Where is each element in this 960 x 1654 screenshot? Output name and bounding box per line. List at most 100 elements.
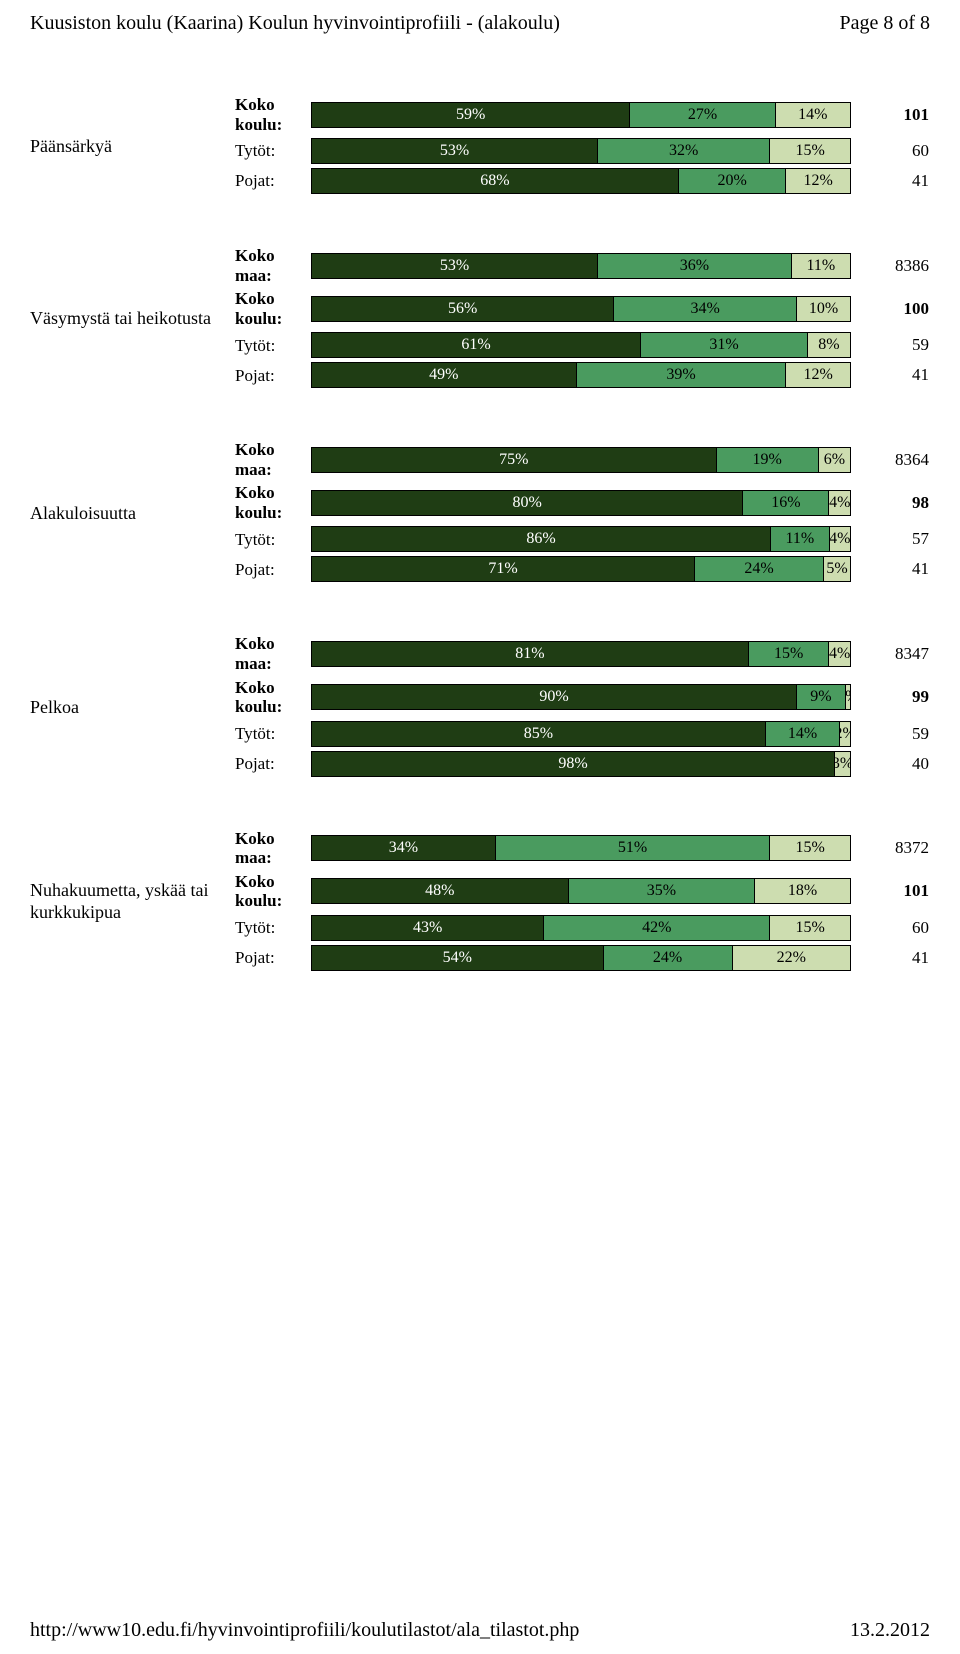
bar-segment: 15% [748,642,829,666]
stacked-bar: 61%31%8% [311,332,851,358]
bar-row: Pojat:54%24%22%41 [235,945,930,971]
bar-row: Tytöt:86%11%4%57 [235,526,930,552]
bar-segment: 9% [796,685,844,709]
stacked-bar: 98%3% [311,751,851,777]
rows-container: Koko maa:75%19%6%8364 Koko koulu:80%16%4%… [235,440,930,586]
bar-segment: 12% [785,169,850,193]
category-label: Päänsärkyä [30,136,235,158]
category-label: Nuhakuumetta, yskää tai kurkkukipua [30,880,235,923]
row-label: Tytöt: [235,336,311,356]
bar-wrap: 61%31%8% [311,332,851,358]
bar-row: Pojat:98%3%40 [235,751,930,777]
row-label: Pojat: [235,171,311,191]
stacked-bar: 43%42%15% [311,915,851,941]
bar-row: Tytöt:61%31%8%59 [235,332,930,358]
bar-segment: 1% [845,685,850,709]
row-total: 40 [851,754,929,774]
bar-segment: 10% [796,297,850,321]
row-label: Tytöt: [235,918,311,938]
row-label: Koko maa: [235,829,311,868]
stacked-bar: 75%19%6% [311,447,851,473]
chart-section: Nuhakuumetta, yskää tai kurkkukipuaKoko … [30,829,930,975]
bar-segment: 42% [543,916,769,940]
bar-segment: 34% [613,297,796,321]
bar-row: Koko koulu:59%27%14%101 [235,95,930,134]
stacked-bar: 59%27%14% [311,102,851,128]
bar-row: Koko koulu:56%34%10%100 [235,289,930,328]
bar-segment: 90% [312,685,796,709]
bar-segment: 49% [312,363,576,387]
bar-segment: 16% [742,491,828,515]
row-total: 8347 [851,644,929,664]
bar-wrap: 43%42%15% [311,915,851,941]
bar-segment: 56% [312,297,613,321]
bar-segment: 24% [603,946,732,970]
bar-segment: 4% [829,527,850,551]
bar-segment: 11% [791,254,850,278]
stacked-bar: 49%39%12% [311,362,851,388]
row-total: 60 [851,918,929,938]
row-total: 8372 [851,838,929,858]
rows-container: Koko maa:81%15%4%8347Koko koulu:90%9%1%9… [235,634,930,780]
page: Kuusiston koulu (Kaarina) Koulun hyvinvo… [0,0,960,1654]
bar-segment: 36% [597,254,791,278]
row-label: Pojat: [235,366,311,386]
bar-row: Koko koulu:90%9%1%99 [235,678,930,717]
bar-row: Koko maa:53%36%11%8386 [235,246,930,285]
row-label: Koko koulu: [235,289,311,328]
row-total: 8364 [851,450,929,470]
row-total: 41 [851,171,929,191]
bar-segment: 27% [629,103,774,127]
row-label: Koko koulu: [235,678,311,717]
bar-segment: 15% [769,139,850,163]
row-label: Pojat: [235,560,311,580]
bar-segment: 43% [312,916,543,940]
row-label: Tytöt: [235,530,311,550]
chart-section: AlakuloisuuttaKoko maa:75%19%6%8364Koko … [30,440,930,586]
bar-segment: 53% [312,254,597,278]
row-label: Koko maa: [235,634,311,673]
row-total: 99 [851,687,929,707]
row-label: Tytöt: [235,724,311,744]
bar-wrap: 53%32%15% [311,138,851,164]
bar-wrap: 81%15%4% [311,641,851,667]
bar-wrap: 56%34%10% [311,296,851,322]
bar-segment: 6% [818,448,850,472]
chart-section: PäänsärkyäKoko koulu:59%27%14%101Tytöt:5… [30,95,930,198]
bar-row: Tytöt:43%42%15%60 [235,915,930,941]
bar-segment: 51% [495,836,769,860]
row-total: 101 [851,881,929,901]
bar-row: Koko maa:81%15%4%8347 [235,634,930,673]
bar-segment: 39% [576,363,786,387]
row-total: 98 [851,493,929,513]
bar-wrap: 80%16%4% [311,490,851,516]
stacked-bar: 34%51%15% [311,835,851,861]
row-total: 41 [851,559,929,579]
row-total: 101 [851,105,929,125]
bar-segment: 81% [312,642,748,666]
bar-segment: 48% [312,879,568,903]
stacked-bar: 48%35%18% [311,878,851,904]
stacked-bar: 53%32%15% [311,138,851,164]
rows-container: Koko maa:53%36%11%8386Koko koulu:56%34%1… [235,246,930,392]
bar-wrap: 85%14%2% [311,721,851,747]
footer-date: 13.2.2012 [850,1619,930,1642]
row-total: 59 [851,724,929,744]
bar-segment: 86% [312,527,770,551]
bar-segment: 19% [716,448,818,472]
stacked-bar: 54%24%22% [311,945,851,971]
bar-segment: 15% [769,836,850,860]
row-label: Koko koulu: [235,483,311,522]
row-label: Koko maa: [235,440,311,479]
bar-segment: 34% [312,836,495,860]
stacked-bar: 53%36%11% [311,253,851,279]
bar-row: Tytöt:85%14%2%59 [235,721,930,747]
row-total: 41 [851,948,929,968]
row-total: 59 [851,335,929,355]
category-label: Väsymystä tai heikotusta [30,308,235,330]
bar-segment: 3% [834,752,850,776]
bar-wrap: 71%24%5% [311,556,851,582]
chart-section: Väsymystä tai heikotusta Koko maa:53%36%1… [30,246,930,392]
bar-segment: 2% [839,722,850,746]
bar-row: Koko maa:75%19%6%8364 [235,440,930,479]
